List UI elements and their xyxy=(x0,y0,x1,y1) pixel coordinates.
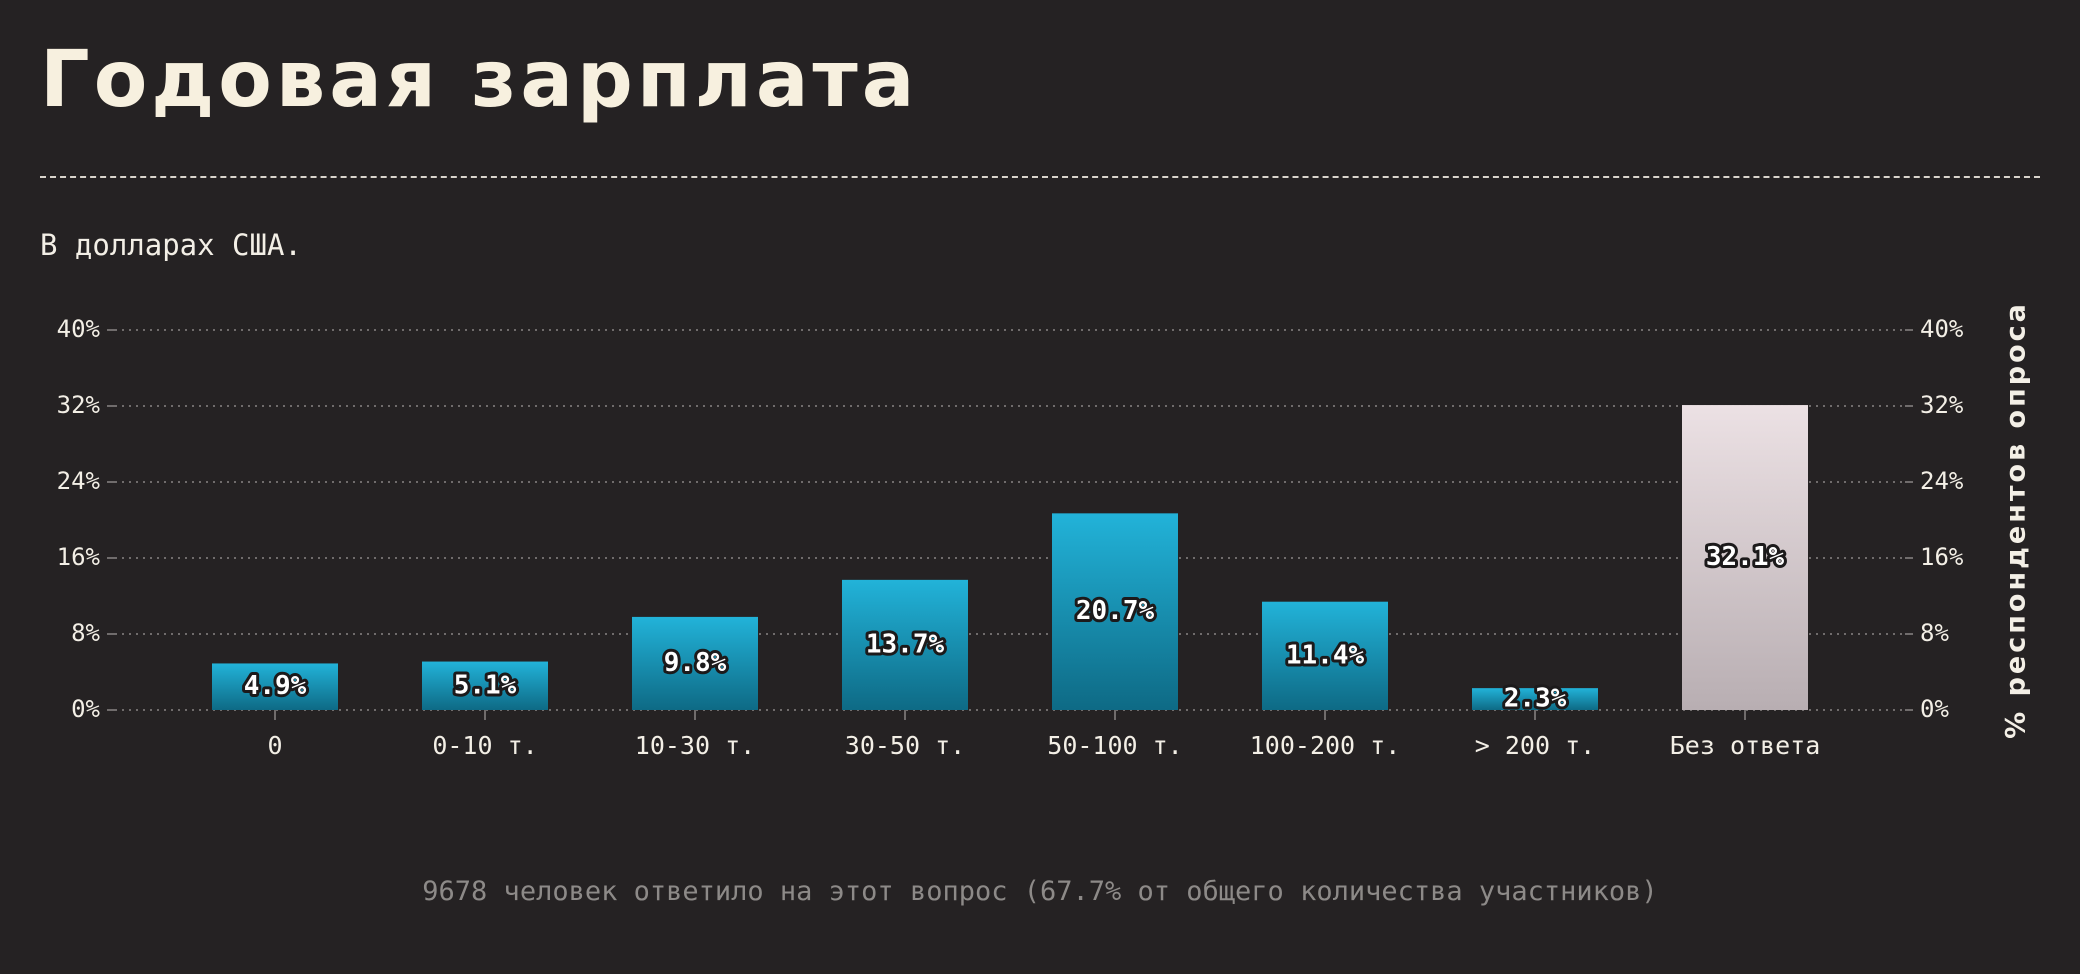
data-label: 32.1% xyxy=(1706,542,1785,572)
title-divider xyxy=(40,176,2040,178)
y-tick-label-left: 40% xyxy=(57,315,101,343)
y-tick-label-left: 8% xyxy=(71,619,100,647)
bar xyxy=(1052,513,1178,710)
data-label: 20.7% xyxy=(1076,596,1155,626)
bar xyxy=(212,663,338,710)
y-tick-label-right: 16% xyxy=(1920,543,1964,571)
data-label: 2.3% xyxy=(1504,684,1567,714)
data-label: 11.4% xyxy=(1286,640,1365,670)
bar-layer xyxy=(212,405,1808,710)
y-axis-title: % респондентов опроса xyxy=(2001,301,2032,739)
bar xyxy=(422,661,548,710)
y-tick-label-left: 16% xyxy=(57,543,101,571)
y-tick-label-left: 32% xyxy=(57,391,101,419)
bar xyxy=(1472,688,1598,710)
x-tick-label: 10-30 т. xyxy=(635,731,755,760)
bar xyxy=(842,579,968,710)
data-label: 13.7% xyxy=(866,629,945,659)
page-title: Годовая зарплата xyxy=(40,35,919,125)
footer-note: 9678 человек ответило на этот вопрос (67… xyxy=(422,876,1658,907)
x-tick-label: > 200 т. xyxy=(1475,731,1595,760)
x-tick-label: 50-100 т. xyxy=(1047,731,1182,760)
data-label: 9.8% xyxy=(664,648,727,678)
bar xyxy=(1262,601,1388,710)
y-tick-label-left: 0% xyxy=(71,695,100,723)
label-layer: 0% 0% 8% 8% 16% 16% 24% 24% 32% 32% 40% 40% 0 4.9% 0-1… xyxy=(57,315,1964,760)
y-tick-label-right: 24% xyxy=(1920,467,1964,495)
x-tick-label: 100-200 т. xyxy=(1250,731,1401,760)
y-tick-label-right: 40% xyxy=(1920,315,1964,343)
data-label: 5.1% xyxy=(454,670,517,700)
x-tick-label: 30-50 т. xyxy=(845,731,965,760)
grid-layer xyxy=(107,329,1913,720)
x-tick-label: Без ответа xyxy=(1670,731,1821,760)
y-tick-label-right: 32% xyxy=(1920,391,1964,419)
x-tick-label: 0 xyxy=(267,731,282,760)
chart-subtitle: В долларах США. xyxy=(40,228,302,262)
y-tick-label-right: 0% xyxy=(1920,695,1949,723)
y-tick-label-right: 8% xyxy=(1920,619,1949,647)
x-tick-label: 0-10 т. xyxy=(432,731,537,760)
bar xyxy=(632,616,758,710)
y-tick-label-left: 24% xyxy=(57,467,101,495)
bar xyxy=(1682,405,1808,710)
data-label: 4.9% xyxy=(244,671,307,701)
